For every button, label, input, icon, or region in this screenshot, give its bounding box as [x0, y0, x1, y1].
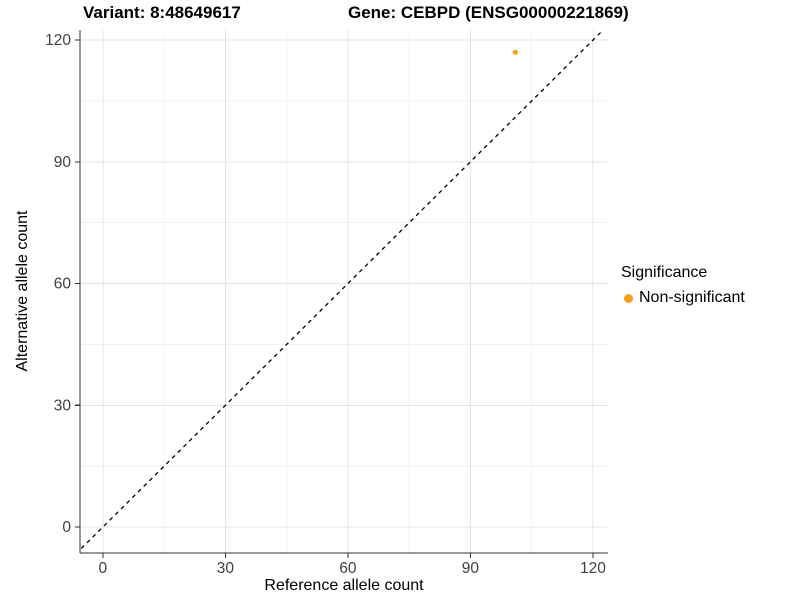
- legend-point-icon: [624, 293, 633, 303]
- x-axis-title: Reference allele count: [264, 577, 424, 594]
- y-tick-label: 0: [62, 519, 71, 536]
- legend-title: Significance: [621, 264, 708, 281]
- identity-line: [80, 30, 605, 551]
- x-tick-label: 120: [580, 560, 606, 577]
- x-tick-label: 60: [339, 560, 357, 577]
- x-tick-label: 0: [99, 560, 108, 577]
- y-axis-title: Alternative allele count: [14, 210, 31, 372]
- legend: Significance Non-significant: [621, 264, 745, 307]
- x-tick-label: 90: [462, 560, 480, 577]
- x-tick-label: 30: [217, 560, 235, 577]
- y-tick-label: 90: [54, 154, 72, 171]
- plot-title-gene: Gene: CEBPD (ENSG00000221869): [348, 3, 629, 22]
- plot-title-variant: Variant: 8:48649617: [83, 3, 241, 22]
- data-point: [512, 49, 518, 55]
- legend-item-label: Non-significant: [639, 289, 745, 306]
- legend-item: Non-significant: [621, 289, 745, 307]
- y-tick-label: 120: [45, 32, 71, 49]
- y-tick-label: 30: [54, 397, 72, 414]
- y-tick-label: 60: [54, 276, 72, 293]
